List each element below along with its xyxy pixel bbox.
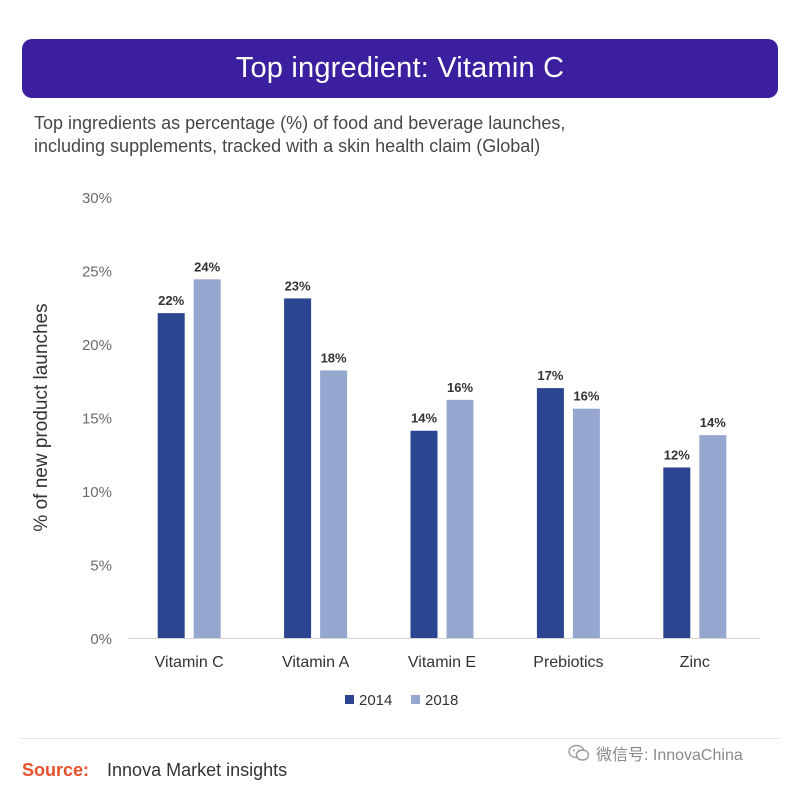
title-banner: Top ingredient: Vitamin C (22, 39, 778, 98)
y-tick-label: 10% (82, 484, 112, 501)
data-label: 12% (664, 447, 690, 462)
data-label: 14% (411, 411, 437, 426)
x-tick-label: Vitamin C (155, 654, 224, 671)
y-axis-label: % of new product launches (31, 303, 52, 531)
y-tick-label: 30% (82, 190, 112, 207)
data-label: 14% (700, 415, 726, 430)
bar-2018 (193, 279, 221, 638)
data-label: 16% (573, 389, 599, 404)
bar-2014 (284, 298, 312, 638)
chart-subtitle: Top ingredients as percentage (%) of foo… (34, 112, 774, 158)
legend-swatch-2018 (411, 695, 420, 704)
y-tick-label: 5% (90, 558, 112, 575)
x-tick-label: Vitamin E (408, 654, 476, 671)
x-tick-label: Prebiotics (533, 654, 603, 671)
bar-2014 (410, 430, 438, 638)
y-tick-label: 25% (82, 264, 112, 281)
data-label: 24% (194, 259, 220, 274)
y-tick-label: 0% (90, 631, 112, 648)
bar-2018 (446, 399, 474, 638)
footer-divider (20, 738, 780, 739)
data-label: 16% (447, 380, 473, 395)
data-label: 23% (285, 278, 311, 293)
bar-2018 (699, 435, 727, 638)
watermark-text: 微信号: InnovaChina (596, 747, 743, 764)
legend-label: 2018 (425, 692, 458, 709)
bar-2014 (536, 388, 564, 638)
y-tick-label: 15% (82, 411, 112, 428)
chart-title: Top ingredient: Vitamin C (235, 52, 565, 84)
bar-2014 (157, 313, 185, 638)
data-label: 22% (158, 293, 184, 308)
bar-2018 (572, 408, 600, 638)
wechat-icon (568, 744, 590, 761)
bar-2018 (320, 370, 348, 638)
x-tick-label: Zinc (680, 654, 710, 671)
source-label: Source: (22, 760, 90, 780)
source-text: Innova Market insights (107, 760, 288, 780)
bar-2014 (663, 467, 691, 638)
data-label: 17% (537, 368, 563, 383)
legend-label: 2014 (359, 692, 392, 709)
subtitle-line-2: including supplements, tracked with a sk… (34, 136, 541, 156)
bar-chart: 0% 5% 10% 15% 20% 25% 30% % of new product laun… (31, 190, 760, 709)
data-label: 18% (321, 350, 347, 365)
y-tick-label: 20% (82, 337, 112, 354)
x-tick-label: Vitamin A (282, 654, 350, 671)
source-line: Source: Innova Market insights (22, 760, 287, 781)
subtitle-line-1: Top ingredients as percentage (%) of foo… (34, 113, 566, 133)
legend-swatch-2014 (345, 695, 354, 704)
wechat-watermark: 微信号: InnovaChina (568, 741, 743, 765)
